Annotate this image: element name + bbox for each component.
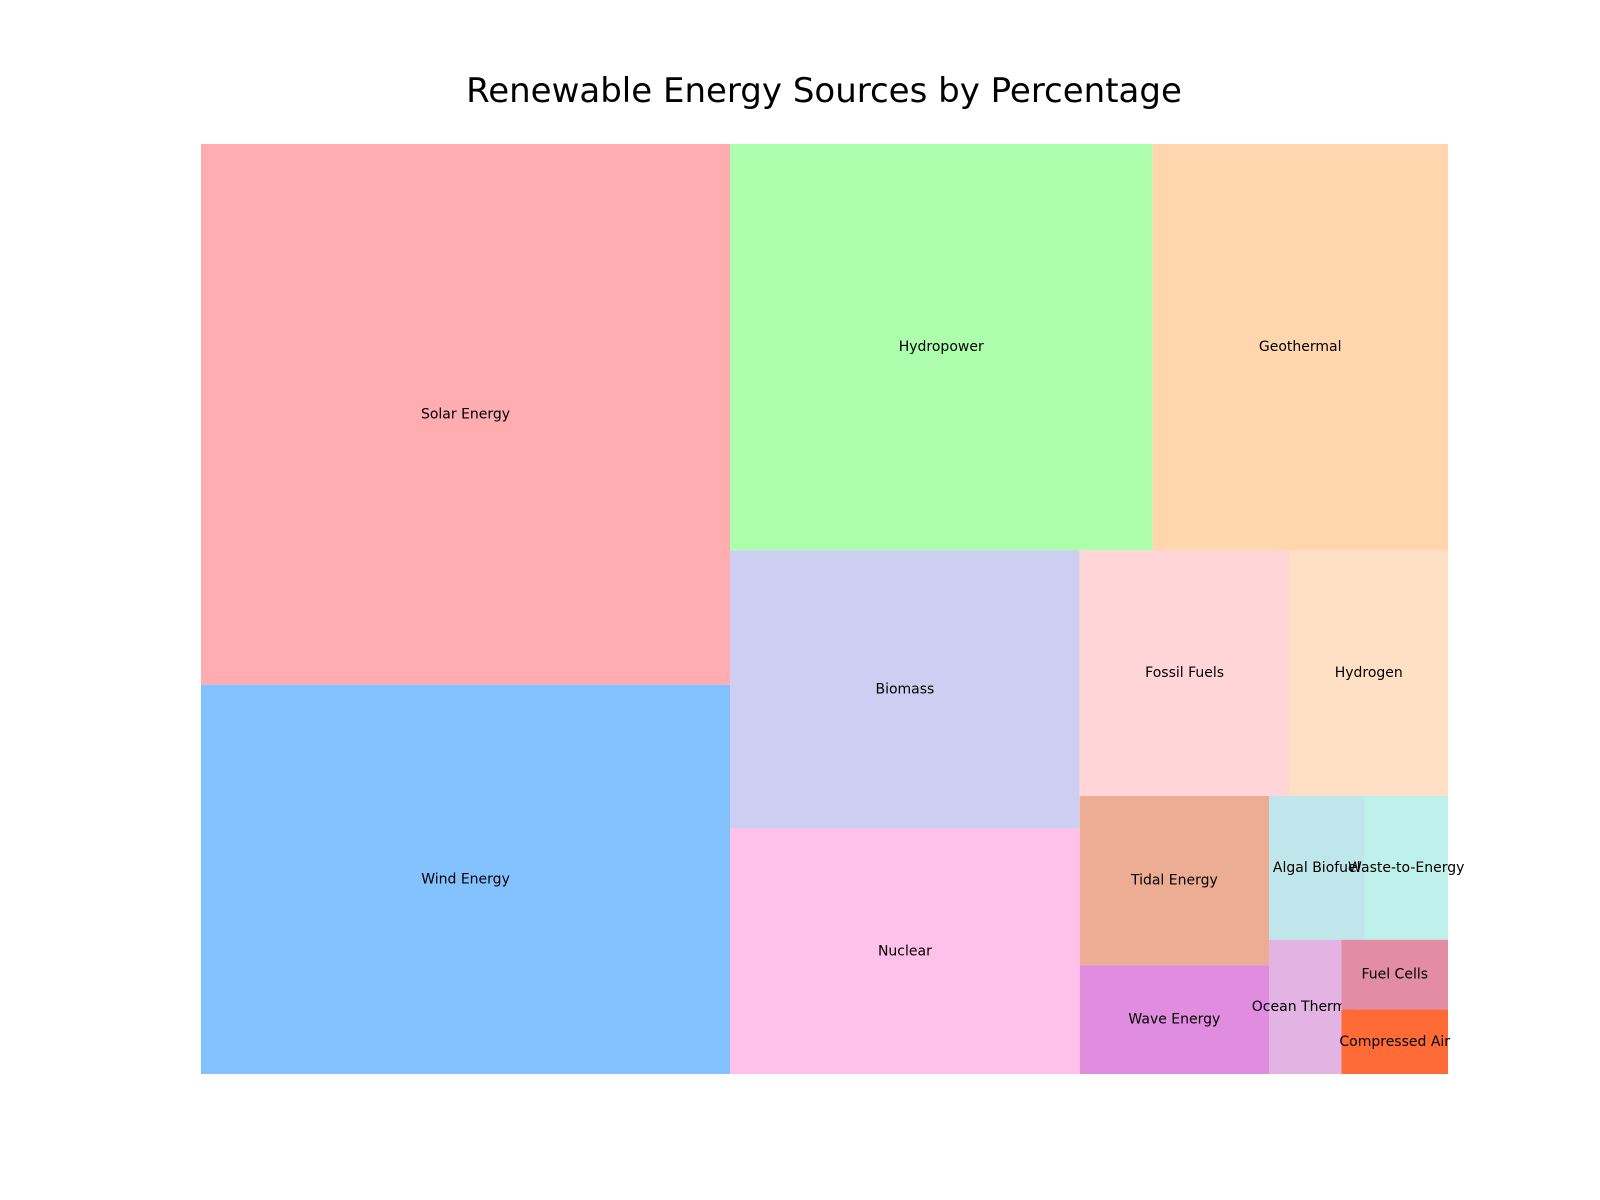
- tile-hydrogen: [1289, 550, 1448, 796]
- tile-label-ocean-thermal: Ocean Thermal: [1252, 999, 1359, 1015]
- tile-label-wave-energy: Wave Energy: [1128, 1012, 1220, 1028]
- tile-solar-energy: [201, 144, 731, 685]
- tile-label-algal-biofuel: Algal Biofuel: [1273, 860, 1361, 876]
- tile-fossil-fuels: [1079, 550, 1290, 796]
- tile-hydropower: [730, 144, 1153, 551]
- tile-label-geothermal: Geothermal: [1259, 339, 1342, 355]
- tile-label-waste-to-energy: Waste-to-Energy: [1348, 860, 1464, 876]
- tile-label-fossil-fuels: Fossil Fuels: [1145, 665, 1224, 681]
- tile-wind-energy: [201, 684, 731, 1074]
- tile-wave-energy: [1079, 965, 1270, 1074]
- tile-label-solar-energy: Solar Energy: [421, 406, 510, 422]
- tile-ocean-thermal: [1269, 939, 1342, 1074]
- tile-tidal-energy: [1079, 795, 1270, 966]
- tile-nuclear: [730, 828, 1080, 1074]
- tile-label-hydropower: Hydropower: [899, 339, 984, 355]
- tile-fuel-cells: [1341, 939, 1448, 1010]
- tile-label-biomass: Biomass: [875, 682, 934, 698]
- treemap-tiles: Solar Energy Wind Energy Hydropower Geother…: [201, 144, 1464, 1074]
- tile-geothermal: [1152, 144, 1448, 551]
- tile-label-fuel-cells: Fuel Cells: [1361, 967, 1428, 983]
- chart-title: Renewable Energy Sources by Percentage: [466, 71, 1182, 111]
- tile-label-wind-energy: Wind Energy: [421, 871, 510, 887]
- tile-compressed-air: [1341, 1009, 1448, 1074]
- tile-label-nuclear: Nuclear: [878, 943, 932, 959]
- tile-algal-biofuel: [1269, 795, 1365, 940]
- tile-label-hydrogen: Hydrogen: [1335, 665, 1403, 681]
- tile-label-compressed-air: Compressed Air: [1339, 1034, 1450, 1050]
- tile-label-tidal-energy: Tidal Energy: [1130, 873, 1218, 889]
- tile-waste-to-energy: [1364, 795, 1448, 940]
- tile-biomass: [730, 550, 1080, 829]
